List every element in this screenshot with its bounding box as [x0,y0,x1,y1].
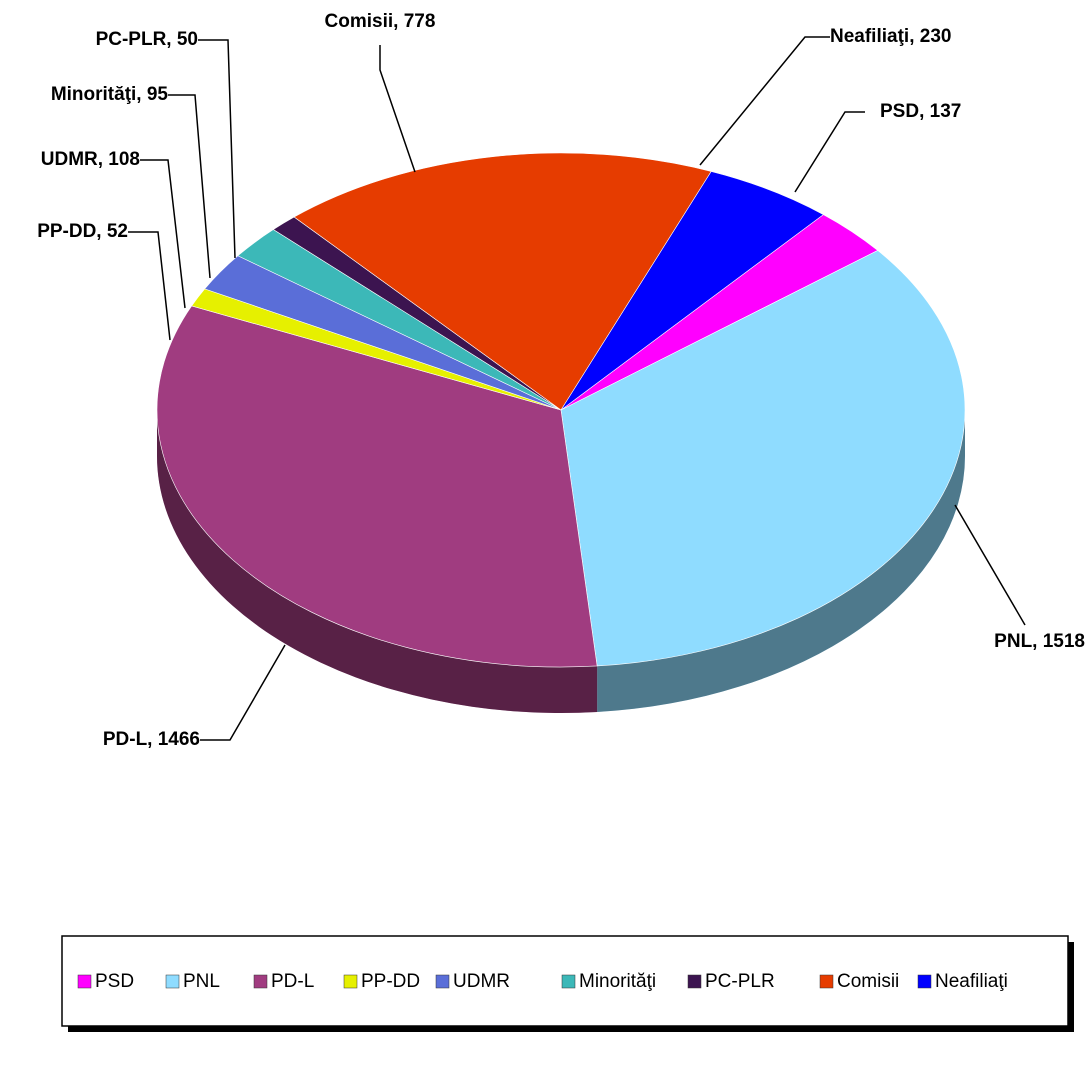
data-label: UDMR, 108 [41,149,140,170]
data-label: PP-DD, 52 [37,221,128,242]
leader-line [794,111,865,193]
leader-line [699,36,830,166]
slice-side-shade [597,410,965,712]
legend-swatch [819,974,834,989]
data-label: Neafiliaţi, 230 [830,26,951,47]
slice [560,171,824,411]
legend-swatch [687,974,702,989]
legend-label: PNL [183,971,220,992]
leader-line [140,159,186,309]
leader-line [128,231,171,341]
data-label: PC-PLR, 50 [96,29,198,50]
slice [293,152,712,411]
legend-label: PP-DD [361,971,420,992]
legend-label: Comisii [837,971,899,992]
slice [156,305,598,668]
data-label: Comisii, 778 [325,11,436,32]
data-label: PSD, 137 [880,101,961,122]
data-label: PD-L, 1466 [103,729,200,750]
leader-line [198,39,236,259]
legend-swatch [77,974,92,989]
legend-label: PC-PLR [705,971,775,992]
legend-label: Minorităţi [579,971,656,992]
slice-side [157,410,598,713]
legend-label: Neafiliaţi [935,971,1008,992]
slice-side [597,410,965,712]
slice [560,250,966,667]
leader-line [954,504,1026,626]
legend-label: PSD [95,971,134,992]
legend-swatch [253,974,268,989]
legend-label: PD-L [271,971,314,992]
leader-line [379,45,416,173]
legend-swatch [165,974,180,989]
data-label: PNL, 1518 [994,631,1085,652]
legend-swatch [561,974,576,989]
legend-label: UDMR [453,971,510,992]
data-label: Minorităţi, 95 [51,84,169,105]
legend-swatch [917,974,932,989]
slice-side-shade [157,410,598,713]
leader-line [168,94,211,279]
leader-line [200,644,286,741]
legend-swatch [435,974,450,989]
legend-swatch [343,974,358,989]
